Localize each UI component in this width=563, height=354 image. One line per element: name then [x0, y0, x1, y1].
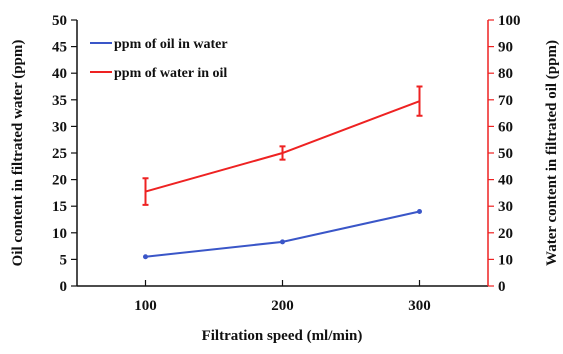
left-y-tick-label: 40: [52, 66, 67, 82]
left-y-tick-label: 5: [60, 252, 68, 268]
left-y-tick-label: 30: [52, 119, 67, 135]
left-y-tick-label: 50: [52, 13, 67, 29]
right-y-tick-label: 20: [498, 226, 513, 242]
x-axis-title: Filtration speed (ml/min): [202, 328, 363, 344]
right-y-tick-label: 30: [498, 199, 513, 215]
left-y-tick-label: 25: [52, 146, 67, 162]
data-point-oil-in-water: [280, 239, 285, 245]
data-point-oil-in-water: [417, 209, 422, 215]
right-y-axis-title: Water content in filtrated oil (ppm): [544, 40, 560, 266]
data-point-oil-in-water: [143, 254, 148, 260]
right-y-tick-label: 40: [498, 173, 513, 189]
right-y-ticks: 0 10 20 30 40 50 60 70 80 90 100: [488, 13, 521, 295]
left-y-tick-label: 20: [52, 173, 67, 189]
right-y-tick-label: 50: [498, 146, 513, 162]
right-y-tick-label: 70: [498, 93, 513, 109]
x-tick-label: 200: [271, 298, 294, 314]
left-y-tick-label: 15: [52, 199, 67, 215]
x-tick-label: 100: [134, 298, 157, 314]
right-y-tick-label: 100: [498, 13, 521, 29]
left-y-tick-label: 10: [52, 226, 67, 242]
left-y-ticks: 0 5 10 15 20 25 30 35 40 45 50: [52, 13, 77, 295]
left-y-tick-label: 35: [52, 93, 67, 109]
right-y-tick-label: 90: [498, 40, 513, 56]
right-y-tick-label: 10: [498, 252, 513, 268]
left-y-tick-label: 45: [52, 40, 67, 56]
right-y-tick-label: 0: [498, 279, 506, 295]
series-line-oil-in-water: [145, 210, 420, 258]
right-y-tick-label: 80: [498, 66, 513, 82]
x-ticks: 100 200 300: [134, 280, 431, 314]
series-layer: [142, 85, 423, 260]
left-y-axis-title: Oil content in filtrated water (ppm): [10, 40, 26, 267]
legend-label-water-in-oil: ppm of water in oil: [114, 66, 227, 81]
x-tick-label: 300: [408, 298, 431, 314]
legend: ppm of oil in water ppm of water in oil: [90, 37, 228, 81]
legend-label-oil-in-water: ppm of oil in water: [114, 37, 228, 52]
left-y-tick-label: 0: [60, 279, 68, 295]
right-y-tick-label: 60: [498, 119, 513, 135]
